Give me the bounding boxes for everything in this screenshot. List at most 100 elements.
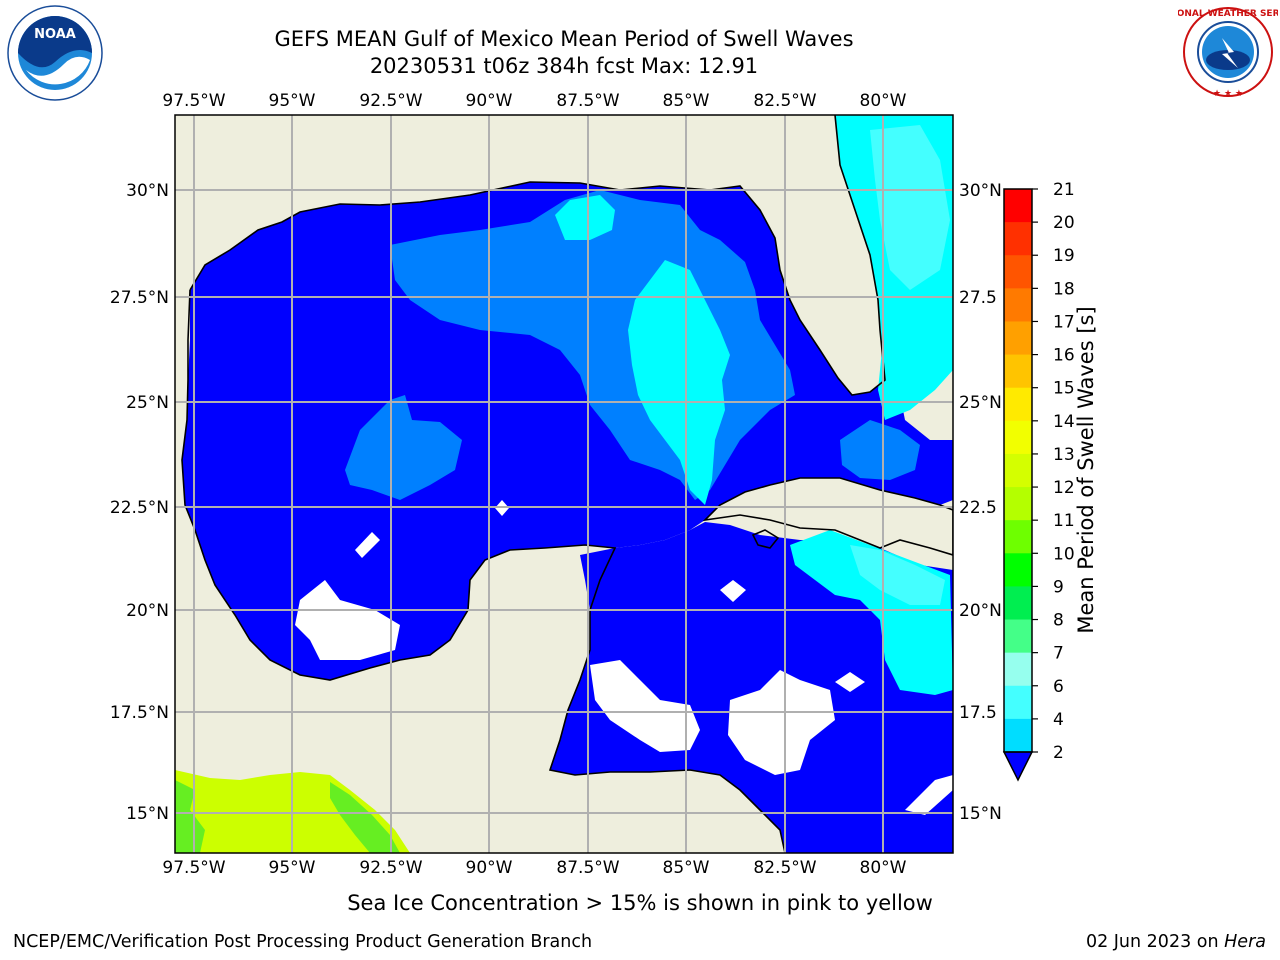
- caribbean-swell-light: [850, 545, 945, 605]
- lon-label-bottom: 97.5°W: [162, 858, 225, 878]
- lon-label-top: 82.5°W: [753, 91, 816, 111]
- lon-label-bottom: 85°W: [663, 858, 710, 878]
- noaa-logo: NOAA: [7, 5, 103, 101]
- colorbar-segment: [1004, 387, 1032, 422]
- colorbar-tick-label: 17: [1053, 312, 1075, 332]
- gulf-swell-mid-3: [840, 420, 920, 480]
- colorbar-tick-label: 6: [1053, 677, 1064, 697]
- lat-label-right: 27.5: [959, 288, 997, 308]
- lon-label-top: 90°W: [466, 91, 513, 111]
- sea-ice-notice: Sea Ice Concentration > 15% is shown in …: [347, 891, 933, 915]
- colorbar-tick-labels: 21 20 19 18 17 16 15 14 13 12 11 10 9 8 7 6 4 2: [1032, 180, 1075, 763]
- gulf-swell-mid-2: [345, 395, 462, 500]
- lat-label-left: 15°N: [126, 804, 169, 824]
- lon-label-top: 80°W: [860, 91, 907, 111]
- colorbar-tick-label: 8: [1053, 611, 1064, 631]
- coastline-gulf: [189, 115, 886, 396]
- gulf-swell-high: [628, 260, 730, 505]
- nws-logo-text: NATIONAL WEATHER SERVICE: [1178, 9, 1278, 19]
- colorbar-segment: [1004, 354, 1032, 389]
- colorbar-tick-label: 9: [1053, 577, 1064, 597]
- colorbar-segment: [1004, 255, 1032, 289]
- footer-date: 02 Jun 2023 on Hera: [1086, 932, 1266, 952]
- no-data-7: [835, 672, 865, 692]
- colorbar-segment: [1004, 652, 1032, 687]
- lat-labels-right: 30°N 27.5 25°N 22.5 20°N 17.5 15°N: [959, 181, 1002, 824]
- colorbar-tick-label: 12: [1053, 478, 1075, 498]
- colorbar-segment: [1004, 288, 1032, 322]
- lat-label-right: 15°N: [959, 804, 1002, 824]
- colorbar-label: Mean Period of Swell Waves [s]: [1074, 306, 1098, 634]
- lon-label-bottom: 80°W: [860, 858, 907, 878]
- footer-branch: NCEP/EMC/Verification Post Processing Pr…: [13, 932, 593, 952]
- colorbar-tick-label: 14: [1053, 412, 1075, 432]
- colorbar-extend-arrow: [1002, 751, 1034, 782]
- colorbar-segment: [1004, 586, 1032, 621]
- map-title: GEFS MEAN Gulf of Mexico Mean Period of …: [274, 27, 854, 51]
- no-data-8: [905, 775, 953, 815]
- colorbar-segment: [1004, 685, 1032, 720]
- no-data-6: [720, 580, 746, 602]
- lat-label-left: 22.5°N: [110, 498, 169, 518]
- colorbar-tick-label: 4: [1053, 710, 1064, 730]
- lat-label-right: 22.5: [959, 498, 997, 518]
- lat-label-left: 20°N: [126, 601, 169, 621]
- colorbar-tick-label: 16: [1053, 346, 1075, 366]
- lat-label-left: 30°N: [126, 181, 169, 201]
- map-area: [175, 115, 953, 853]
- colorbar-tick-label: 13: [1053, 445, 1075, 465]
- lon-label-top: 92.5°W: [359, 91, 422, 111]
- colorbar-tick-label: 20: [1053, 213, 1075, 233]
- colorbar-tick-label: 15: [1053, 379, 1075, 399]
- lon-label-bottom: 90°W: [466, 858, 513, 878]
- pacific-region-green: [175, 780, 205, 853]
- lat-label-right: 25°N: [959, 393, 1002, 413]
- lon-labels-top: 97.5°W 95°W 92.5°W 90°W 87.5°W 85°W 82.5°W 80°W: [162, 91, 906, 111]
- map-frame: [174, 114, 954, 854]
- colorbar-segment: [1004, 553, 1032, 587]
- lat-labels-left: 30°N 27.5°N 25°N 22.5°N 20°N 17.5°N 15°N: [110, 181, 169, 824]
- caribbean-swell-low: [550, 522, 953, 853]
- lon-label-bottom: 82.5°W: [753, 858, 816, 878]
- no-data-3: [728, 670, 835, 775]
- lon-label-bottom: 95°W: [269, 858, 316, 878]
- colorbar-segment: [1004, 718, 1032, 753]
- lat-label-right: 20°N: [959, 601, 1002, 621]
- lat-label-left: 27.5°N: [110, 288, 169, 308]
- colorbar-tick-label: 11: [1053, 511, 1075, 531]
- colorbar-tick-label: 19: [1053, 246, 1075, 266]
- coastline-yucatan-tip: [751, 529, 780, 549]
- colorbar-segment: [1004, 453, 1032, 488]
- colorbar-segment: [1004, 487, 1032, 521]
- noaa-logo-text: NOAA: [34, 27, 76, 42]
- colorbar-tick-label: 10: [1053, 544, 1075, 564]
- lat-label-left: 17.5°N: [110, 703, 169, 723]
- colorbar-segment: [1004, 619, 1032, 654]
- map-subtitle: 20230531 t06z 384h fcst Max: 12.91: [369, 54, 759, 78]
- footer-date-text: 02 Jun 2023 on: [1085, 932, 1225, 952]
- no-data-1: [295, 580, 400, 660]
- lon-label-bottom: 92.5°W: [359, 858, 422, 878]
- colorbar-segment: [1004, 520, 1032, 554]
- lon-label-bottom: 87.5°W: [556, 858, 619, 878]
- gulf-swell-high-2: [555, 195, 615, 240]
- colorbar-tick-label: 21: [1053, 180, 1075, 200]
- nws-stars-icon: ★ ★ ★: [1213, 89, 1243, 99]
- lon-label-top: 97.5°W: [162, 91, 225, 111]
- lon-label-top: 87.5°W: [556, 91, 619, 111]
- pacific-region-green-2: [330, 782, 400, 853]
- lat-label-right: 30°N: [959, 181, 1002, 201]
- lon-label-top: 85°W: [663, 91, 710, 111]
- colorbar-segment: [1004, 222, 1032, 256]
- colorbar-segment: [1004, 189, 1032, 223]
- atlantic-swell-light: [870, 125, 950, 290]
- coastline-cuba: [702, 477, 953, 556]
- gulf-swell-low: [182, 182, 953, 680]
- colorbar-tick-label: 2: [1053, 743, 1064, 763]
- colorbar-tick-label: 18: [1053, 279, 1075, 299]
- coastline-mexico: [181, 289, 786, 853]
- lon-label-top: 95°W: [269, 91, 316, 111]
- footer-machine: Hera: [1224, 932, 1266, 952]
- colorbar: [1002, 188, 1034, 782]
